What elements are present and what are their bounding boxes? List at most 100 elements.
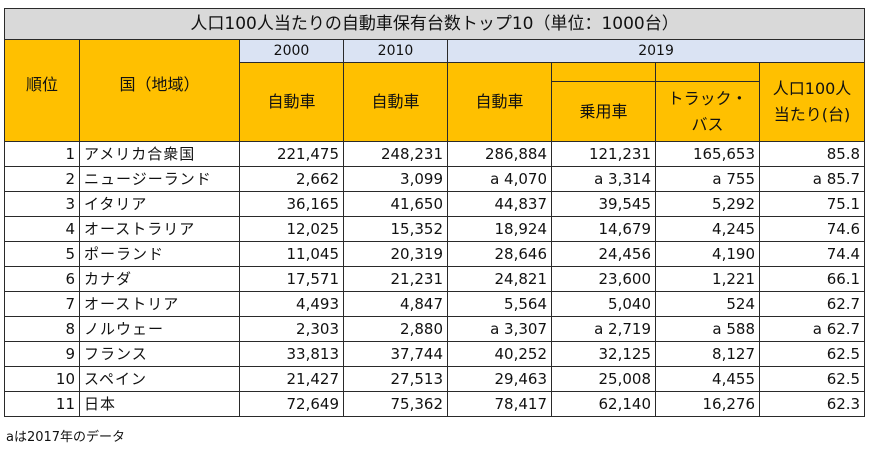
table-row: 7 オーストリア 4,493 4,847 5,564 5,040 524 62.7 <box>4 291 866 317</box>
cell-rank: 11 <box>4 391 80 417</box>
cell-auto-2019: 78,417 <box>447 391 552 417</box>
cell-per100: a 62.7 <box>758 316 866 342</box>
cell-truck: 524 <box>655 291 760 317</box>
cell-auto-2010: 41,650 <box>343 191 448 217</box>
table-row: 2 ニュージーランド 2,662 3,099 a 4,070 a 3,314 a 755 a … <box>4 166 866 192</box>
cell-passenger: 121,231 <box>551 141 656 167</box>
header-per100-line2: 当たり(台) <box>773 105 851 124</box>
cell-per100: 85.8 <box>758 141 866 167</box>
cell-auto-2019: 286,884 <box>447 141 552 167</box>
cell-auto-2010: 20,319 <box>343 241 448 267</box>
cell-country: ノルウェー <box>79 316 240 342</box>
header-truck: トラック・ バス <box>655 81 760 142</box>
cell-per100: 66.1 <box>758 266 866 292</box>
header-spacer <box>551 61 656 83</box>
cell-country: アメリカ合衆国 <box>79 141 240 167</box>
cell-auto-2010: 21,231 <box>343 266 448 292</box>
cell-per100: a 85.7 <box>758 166 866 192</box>
cell-rank: 7 <box>4 291 80 317</box>
cell-auto-2010: 248,231 <box>343 141 448 167</box>
header-country: 国（地域） <box>79 39 240 142</box>
cell-per100: 62.5 <box>758 366 866 392</box>
cell-country: スペイン <box>79 366 240 392</box>
cell-per100: 62.3 <box>758 391 866 417</box>
header-truck-line2: バス <box>691 114 724 134</box>
cell-country: オーストリア <box>79 291 240 317</box>
table-row: 5 ポーランド 11,045 20,319 28,646 24,456 4,190 74.4 <box>4 241 866 267</box>
cell-passenger: 32,125 <box>551 341 656 367</box>
cell-auto-2000: 17,571 <box>239 266 344 292</box>
cell-rank: 2 <box>4 166 80 192</box>
table-row: 4 オーストラリア 12,025 15,352 18,924 14,679 4,245 74.… <box>4 216 866 242</box>
header-passenger: 乗用車 <box>551 81 656 142</box>
table-row: 8 ノルウェー 2,303 2,880 a 3,307 a 2,719 a 588 a 62.… <box>4 316 866 342</box>
cell-passenger: 25,008 <box>551 366 656 392</box>
header-spacer <box>655 61 760 83</box>
cell-auto-2000: 12,025 <box>239 216 344 242</box>
cell-auto-2019: 24,821 <box>447 266 552 292</box>
cell-rank: 8 <box>4 316 80 342</box>
cell-truck: a 755 <box>655 166 760 192</box>
header-per100-line1: 人口100人 <box>772 79 852 98</box>
cell-truck: 1,221 <box>655 266 760 292</box>
cell-passenger: 24,456 <box>551 241 656 267</box>
cell-truck: 5,292 <box>655 191 760 217</box>
table-container: 人口100人当たりの自動車保有台数トップ10（単位：1000台） 順位 国（地域… <box>3 8 866 417</box>
cell-auto-2019: a 3,307 <box>447 316 552 342</box>
cell-country: オーストラリア <box>79 216 240 242</box>
cell-country: フランス <box>79 341 240 367</box>
table-row: 1 アメリカ合衆国 221,475 248,231 286,884 121,231 165,… <box>4 141 866 167</box>
table-body: 1 アメリカ合衆国 221,475 248,231 286,884 121,231 165,… <box>4 141 866 417</box>
table-row: 9 フランス 33,813 37,744 40,252 32,125 8,127 62.5 <box>4 341 866 367</box>
year-2010: 2010 <box>343 39 448 63</box>
cell-auto-2019: 40,252 <box>447 341 552 367</box>
cell-per100: 62.5 <box>758 341 866 367</box>
cell-auto-2019: 18,924 <box>447 216 552 242</box>
cell-auto-2000: 221,475 <box>239 141 344 167</box>
cell-auto-2000: 4,493 <box>239 291 344 317</box>
cell-passenger: 39,545 <box>551 191 656 217</box>
table-row: 3 イタリア 36,165 41,650 44,837 39,545 5,292 75.1 <box>4 191 866 217</box>
cell-auto-2019: 44,837 <box>447 191 552 217</box>
cell-passenger: 62,140 <box>551 391 656 417</box>
cell-country: ニュージーランド <box>79 166 240 192</box>
cell-truck: 165,653 <box>655 141 760 167</box>
cell-rank: 6 <box>4 266 80 292</box>
cell-auto-2010: 75,362 <box>343 391 448 417</box>
cell-auto-2019: 29,463 <box>447 366 552 392</box>
cell-country: ポーランド <box>79 241 240 267</box>
header-auto-2010: 自動車 <box>343 62 448 142</box>
cell-auto-2010: 37,744 <box>343 341 448 367</box>
year-2000: 2000 <box>239 39 344 63</box>
table-row: 6 カナダ 17,571 21,231 24,821 23,600 1,221 66.1 <box>4 266 866 292</box>
cell-passenger: 14,679 <box>551 216 656 242</box>
cell-truck: 4,190 <box>655 241 760 267</box>
cell-auto-2000: 36,165 <box>239 191 344 217</box>
cell-auto-2010: 27,513 <box>343 366 448 392</box>
cell-rank: 10 <box>4 366 80 392</box>
cell-rank: 9 <box>4 341 80 367</box>
cell-auto-2000: 33,813 <box>239 341 344 367</box>
table-row: 11 日本 72,649 75,362 78,417 62,140 16,276 62.3 <box>4 391 866 417</box>
cell-rank: 5 <box>4 241 80 267</box>
cell-passenger: a 2,719 <box>551 316 656 342</box>
cell-auto-2010: 4,847 <box>343 291 448 317</box>
cell-auto-2000: 72,649 <box>239 391 344 417</box>
table-title: 人口100人当たりの自動車保有台数トップ10（単位：1000台） <box>3 8 866 40</box>
cell-truck: 4,245 <box>655 216 760 242</box>
header-rank: 順位 <box>4 39 80 142</box>
cell-country: カナダ <box>79 266 240 292</box>
cell-per100: 62.7 <box>758 291 866 317</box>
cell-passenger: 5,040 <box>551 291 656 317</box>
cell-auto-2019: 28,646 <box>447 241 552 267</box>
cell-country: 日本 <box>79 391 240 417</box>
year-2019: 2019 <box>446 39 866 63</box>
cell-truck: a 588 <box>655 316 760 342</box>
cell-per100: 75.1 <box>758 191 866 217</box>
header-auto-2019: 自動車 <box>447 62 552 142</box>
cell-passenger: 23,600 <box>551 266 656 292</box>
year-row: 順位 国（地域） 2000 2010 2019 <box>4 39 866 142</box>
cell-auto-2000: 2,303 <box>239 316 344 342</box>
header-truck-line1: トラック・ <box>667 88 748 108</box>
cell-rank: 3 <box>4 191 80 217</box>
